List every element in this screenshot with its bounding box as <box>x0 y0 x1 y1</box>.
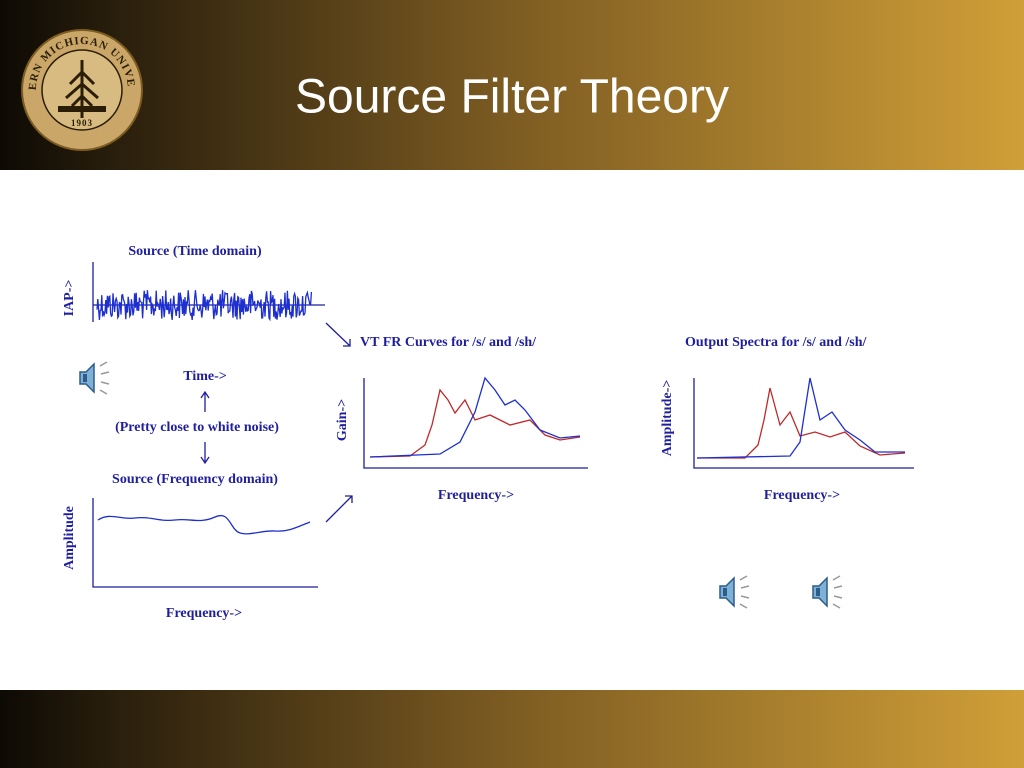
header-band <box>0 0 1024 170</box>
arrow <box>325 495 353 523</box>
spectrum-curve <box>97 514 311 535</box>
axis-label: Frequency-> <box>166 606 242 621</box>
arrow <box>325 322 351 347</box>
logo-year: 1903 <box>71 118 93 128</box>
axis-label: Frequency-> <box>438 488 514 503</box>
axis-label: Gain-> <box>335 399 350 441</box>
axes <box>92 498 318 588</box>
axis-label: IAP-> <box>62 280 77 317</box>
panel-title: Source (Frequency domain) <box>112 472 278 487</box>
axis-label: Time-> <box>183 369 227 384</box>
axes <box>693 378 914 469</box>
sh-curve <box>369 376 581 458</box>
sh-curve <box>696 377 905 459</box>
noise-waveform <box>96 290 313 322</box>
axis-label: Amplitude-> <box>660 380 675 456</box>
footer-band <box>0 690 1024 768</box>
s-curve <box>697 387 906 459</box>
speaker-icon[interactable] <box>812 575 843 609</box>
arrow <box>200 442 210 465</box>
speaker-icon[interactable] <box>719 575 750 609</box>
note: (Pretty close to white noise) <box>115 420 279 435</box>
slide-title: Source Filter Theory <box>295 71 729 124</box>
panel-title: Output Spectra for /s/ and /sh/ <box>685 335 867 350</box>
axes <box>363 378 588 469</box>
panel-title: VT FR Curves for /s/ and /sh/ <box>360 335 537 350</box>
panel-title: Source (Time domain) <box>128 244 262 259</box>
s-curve <box>369 388 581 458</box>
speaker-icon[interactable] <box>79 361 110 395</box>
axis-label: Frequency-> <box>764 488 840 503</box>
arrow <box>200 390 210 412</box>
axis-label: Amplitude <box>62 506 77 570</box>
